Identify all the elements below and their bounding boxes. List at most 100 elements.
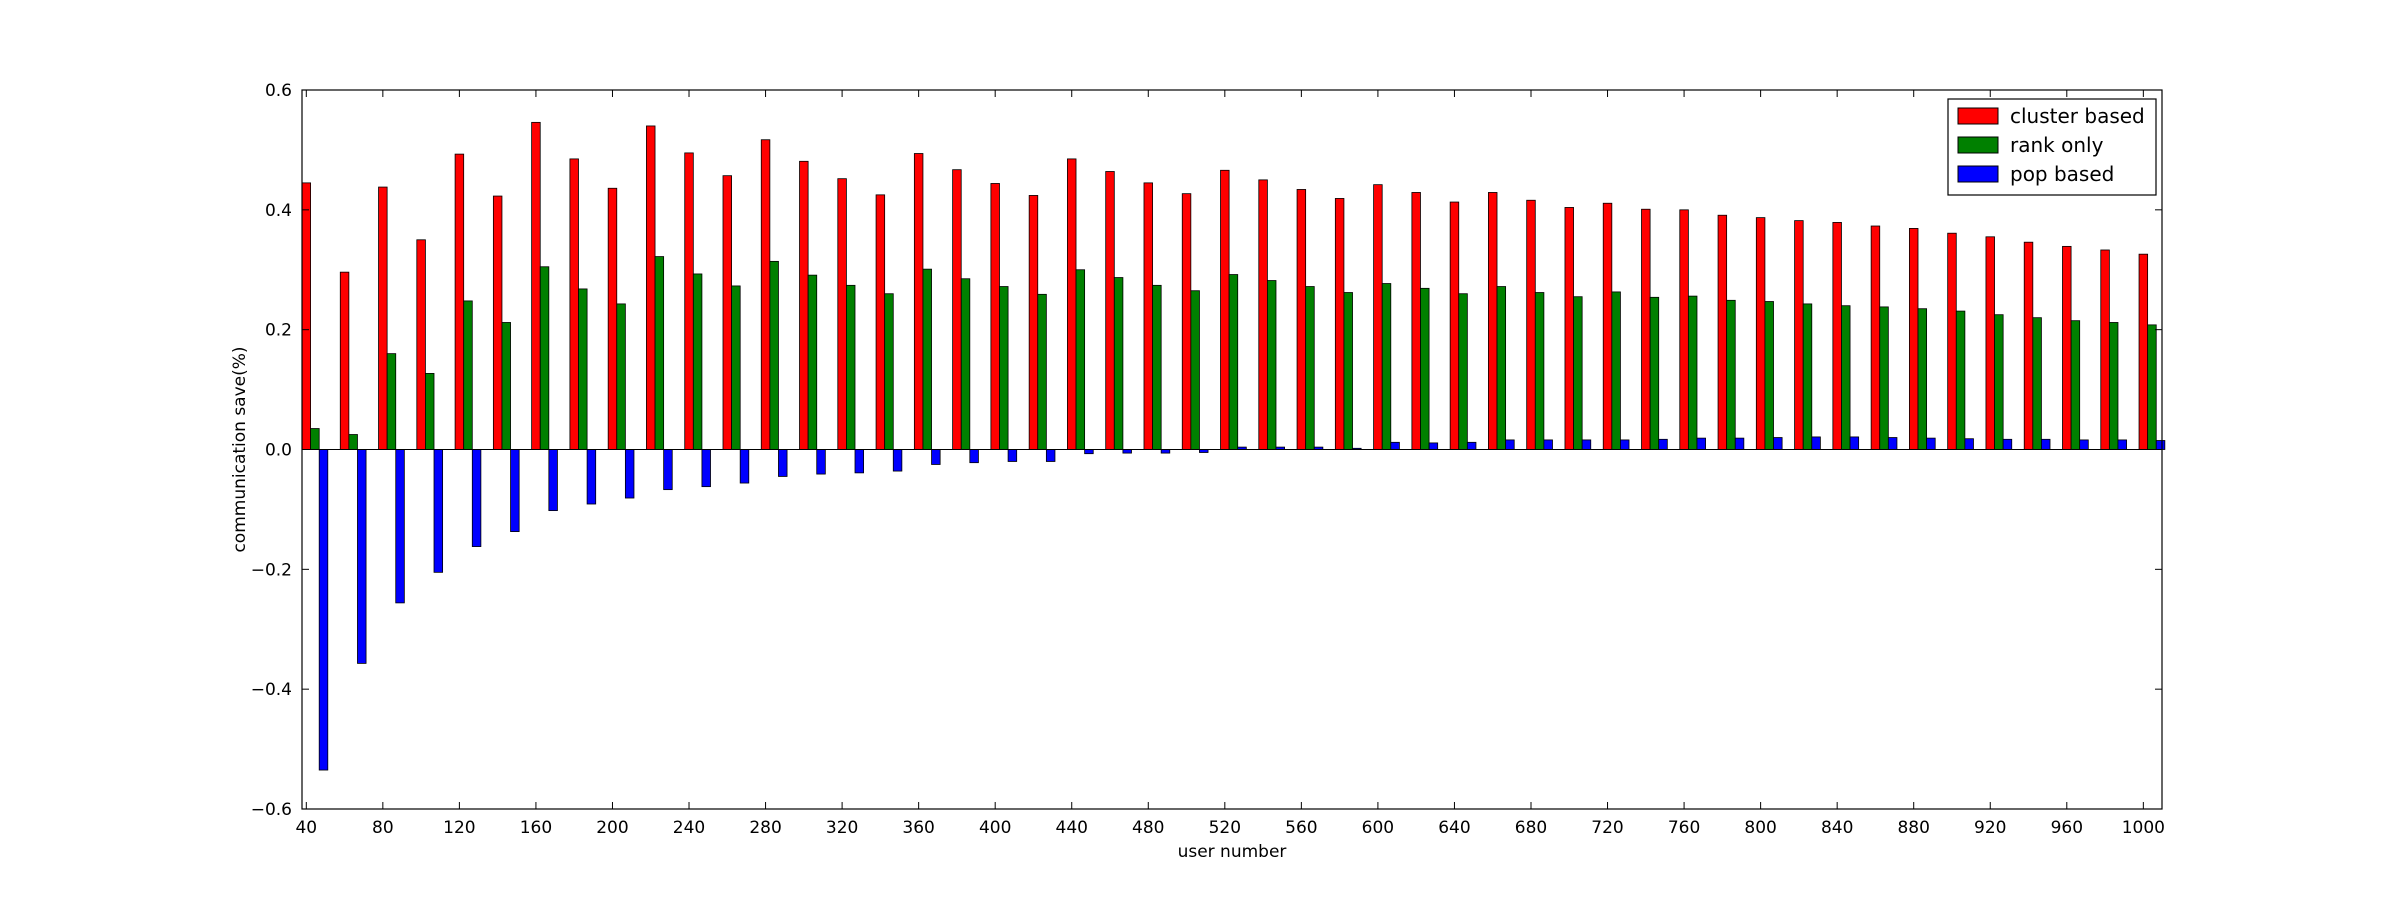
bar-pop-based-300 bbox=[816, 449, 826, 475]
y-tick-label: −0.4 bbox=[251, 680, 292, 700]
y-tick-label: −0.2 bbox=[251, 560, 292, 580]
bar-cluster-based-900 bbox=[1947, 232, 1957, 450]
bar-pop-based-800 bbox=[1773, 437, 1783, 450]
x-axis-title: user number bbox=[1178, 842, 1287, 862]
bar-cluster-based-760 bbox=[1679, 209, 1689, 450]
legend-entry-cluster-based: cluster based bbox=[1957, 104, 2145, 128]
bar-rank-only-920 bbox=[1994, 314, 2004, 450]
legend-entry-rank-only: rank only bbox=[1957, 133, 2104, 157]
legend-swatch-cluster-based bbox=[1957, 107, 1999, 125]
bar-cluster-based-200 bbox=[607, 187, 618, 450]
bar-rank-only-680 bbox=[1534, 292, 1545, 450]
bar-rank-only-380 bbox=[960, 278, 971, 450]
x-tick-label: 960 bbox=[2051, 818, 2083, 838]
x-tick-label: 80 bbox=[372, 818, 394, 838]
bar-pop-based-80 bbox=[395, 449, 405, 604]
bar-rank-only-640 bbox=[1458, 293, 1468, 450]
bar-pop-based-960 bbox=[2079, 439, 2089, 450]
bar-cluster-based-440 bbox=[1067, 158, 1077, 450]
bar-rank-only-300 bbox=[807, 274, 818, 450]
bar-rank-only-560 bbox=[1305, 286, 1315, 450]
x-tick-label: 360 bbox=[902, 818, 934, 838]
y-tick-label: 0.0 bbox=[265, 441, 292, 461]
bar-pop-based-920 bbox=[2002, 438, 2013, 450]
bar-pop-based-840 bbox=[1849, 436, 1860, 450]
bar-rank-only-720 bbox=[1611, 291, 1621, 450]
bar-cluster-based-720 bbox=[1602, 202, 1613, 450]
bar-pop-based-380 bbox=[969, 449, 979, 464]
bar-cluster-based-520 bbox=[1220, 169, 1230, 450]
x-tick-label: 400 bbox=[979, 818, 1011, 838]
bar-rank-only-400 bbox=[999, 286, 1009, 450]
bar-pop-based-900 bbox=[1964, 438, 1974, 450]
bar-pop-based-420 bbox=[1045, 449, 1056, 462]
legend-label-cluster-based: cluster based bbox=[2010, 104, 2145, 128]
bar-rank-only-1000 bbox=[2147, 324, 2157, 450]
bar-pop-based-680 bbox=[1543, 439, 1553, 450]
bar-cluster-based-180 bbox=[569, 158, 579, 450]
x-tick-label: 240 bbox=[673, 818, 705, 838]
x-tick-label: 560 bbox=[1285, 818, 1317, 838]
bar-cluster-based-460 bbox=[1105, 171, 1115, 450]
bar-rank-only-320 bbox=[846, 284, 856, 450]
x-tick-label: 920 bbox=[1974, 818, 2006, 838]
bar-cluster-based-240 bbox=[684, 152, 694, 450]
bar-cluster-based-380 bbox=[952, 169, 962, 450]
bar-rank-only-700 bbox=[1573, 296, 1583, 450]
x-tick-label: 160 bbox=[520, 818, 552, 838]
bar-pop-based-220 bbox=[663, 449, 673, 491]
bar-pop-based-260 bbox=[739, 449, 750, 484]
bar-rank-only-580 bbox=[1343, 292, 1353, 450]
x-tick-label: 440 bbox=[1056, 818, 1088, 838]
bar-cluster-based-340 bbox=[875, 194, 886, 450]
bar-rank-only-200 bbox=[616, 303, 626, 450]
y-tick-label: 0.6 bbox=[265, 81, 292, 101]
bar-pop-based-180 bbox=[586, 449, 597, 505]
x-tick-label: 800 bbox=[1744, 818, 1776, 838]
bar-rank-only-620 bbox=[1420, 287, 1430, 450]
bar-rank-only-800 bbox=[1764, 301, 1774, 450]
bar-rank-only-240 bbox=[692, 273, 703, 450]
bar-cluster-based-620 bbox=[1411, 192, 1421, 450]
bar-rank-only-900 bbox=[1955, 310, 1966, 450]
bar-pop-based-280 bbox=[778, 449, 788, 477]
y-tick-label: 0.2 bbox=[265, 321, 292, 341]
bar-cluster-based-580 bbox=[1334, 198, 1345, 450]
bar-pop-based-200 bbox=[624, 449, 635, 499]
bar-pop-based-140 bbox=[510, 449, 520, 532]
bar-rank-only-600 bbox=[1381, 283, 1392, 450]
x-tick-label: 640 bbox=[1438, 818, 1470, 838]
bar-pop-based-760 bbox=[1696, 437, 1706, 450]
legend-swatch-pop-based bbox=[1957, 165, 1999, 183]
bar-pop-based-1000 bbox=[2155, 440, 2166, 450]
bar-pop-based-320 bbox=[854, 449, 865, 474]
bar-rank-only-960 bbox=[2070, 320, 2081, 450]
bar-cluster-based-800 bbox=[1755, 217, 1766, 450]
bar-cluster-based-700 bbox=[1564, 207, 1574, 450]
bar-pop-based-820 bbox=[1811, 436, 1821, 450]
bar-rank-only-460 bbox=[1113, 277, 1124, 450]
bar-pop-based-980 bbox=[2117, 439, 2127, 450]
bar-pop-based-880 bbox=[1926, 437, 1936, 450]
bar-rank-only-340 bbox=[884, 293, 894, 450]
y-tick-label: −0.6 bbox=[251, 800, 292, 820]
bar-rank-only-80 bbox=[386, 353, 397, 450]
bar-rank-only-100 bbox=[425, 373, 435, 450]
bar-pop-based-600 bbox=[1390, 441, 1400, 450]
bar-cluster-based-820 bbox=[1794, 220, 1804, 450]
bar-rank-only-940 bbox=[2032, 317, 2042, 450]
x-tick-label: 840 bbox=[1821, 818, 1853, 838]
y-axis-title: communication save(%) bbox=[230, 346, 250, 552]
bar-pop-based-480 bbox=[1160, 449, 1171, 454]
legend-entry-pop-based: pop based bbox=[1957, 162, 2114, 186]
x-tick-label: 320 bbox=[826, 818, 858, 838]
y-tick-label: 0.4 bbox=[265, 201, 292, 221]
legend-swatch-rank-only bbox=[1957, 136, 1999, 154]
bar-cluster-based-920 bbox=[1985, 236, 1995, 450]
bar-rank-only-360 bbox=[922, 268, 932, 450]
bar-rank-only-220 bbox=[654, 256, 665, 450]
bar-cluster-based-260 bbox=[722, 175, 732, 450]
bar-pop-based-440 bbox=[1084, 449, 1094, 455]
bar-rank-only-60 bbox=[348, 434, 358, 450]
